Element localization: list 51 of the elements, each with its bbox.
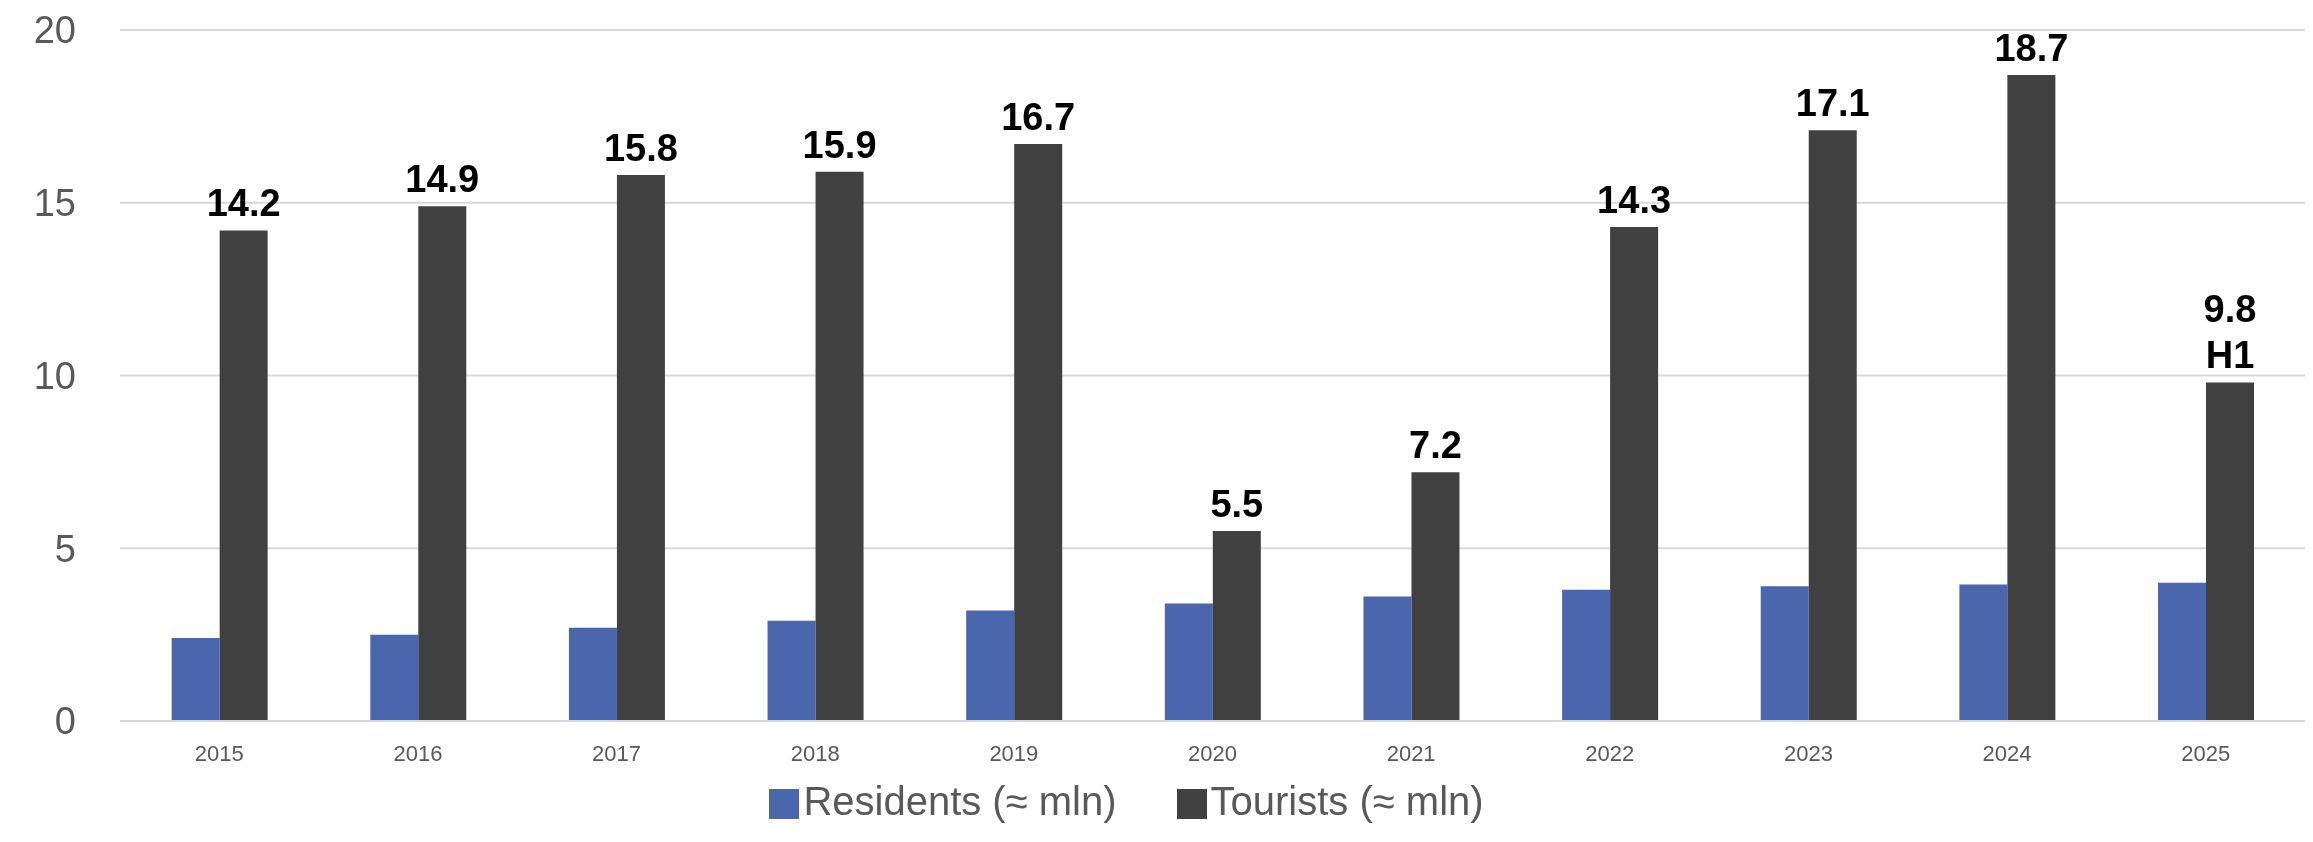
bar bbox=[966, 610, 1015, 721]
data-label: 18.7 bbox=[1994, 26, 2069, 69]
x-tick-label: 2015 bbox=[194, 740, 244, 766]
data-label: 15.8 bbox=[603, 127, 678, 170]
y-tick-label: 15 bbox=[33, 182, 76, 225]
bar bbox=[2206, 382, 2255, 721]
bar bbox=[2158, 582, 2207, 721]
bar bbox=[1363, 596, 1412, 721]
x-tick-label: 2021 bbox=[1386, 740, 1436, 766]
bar bbox=[1808, 130, 1857, 721]
x-tick-label: 2024 bbox=[1982, 740, 2032, 766]
y-tick-label: 5 bbox=[54, 527, 76, 570]
bar bbox=[1562, 589, 1611, 721]
data-label: 15.9 bbox=[802, 123, 877, 166]
x-tick-label: 2020 bbox=[1188, 740, 1237, 766]
data-label: 7.2 bbox=[1409, 424, 1462, 467]
data-label: 17.1 bbox=[1795, 82, 1870, 125]
bar bbox=[2007, 74, 2056, 721]
bar bbox=[171, 638, 220, 721]
x-tick-label: 2018 bbox=[790, 740, 840, 766]
bar bbox=[568, 627, 617, 721]
legend-label: Tourists (≈ mln) bbox=[1210, 779, 1484, 823]
y-tick-label: 0 bbox=[54, 700, 76, 743]
data-label: 14.9 bbox=[405, 158, 480, 201]
x-tick-label: 2016 bbox=[393, 740, 443, 766]
data-label: 14.2 bbox=[206, 182, 281, 225]
y-tick-label: 20 bbox=[33, 9, 76, 52]
data-label: 16.7 bbox=[1001, 96, 1076, 139]
x-tick-label: 2019 bbox=[989, 740, 1039, 766]
bar bbox=[1610, 226, 1659, 721]
bar bbox=[370, 634, 419, 721]
legend-label: Residents (≈ mln) bbox=[803, 779, 1117, 823]
bar bbox=[1411, 472, 1460, 721]
x-tick-label: 2025 bbox=[2181, 740, 2231, 766]
bar bbox=[1164, 603, 1213, 721]
bar bbox=[219, 230, 268, 721]
bar bbox=[616, 175, 665, 721]
x-tick-label: 2022 bbox=[1585, 740, 1635, 766]
data-label: 5.5 bbox=[1210, 482, 1264, 525]
bar bbox=[1014, 144, 1063, 721]
x-tick-label: 2023 bbox=[1783, 740, 1833, 766]
bar bbox=[1212, 530, 1261, 721]
bar bbox=[1959, 584, 2008, 721]
y-tick-label: 10 bbox=[33, 354, 76, 397]
x-tick-label: 2017 bbox=[592, 740, 642, 766]
data-label: 14.3 bbox=[1597, 178, 1672, 221]
bar bbox=[767, 620, 816, 721]
bar bbox=[1760, 586, 1809, 721]
bar bbox=[815, 171, 864, 721]
bar bbox=[418, 206, 467, 721]
data-label: 9.8 H1 bbox=[2203, 288, 2257, 377]
